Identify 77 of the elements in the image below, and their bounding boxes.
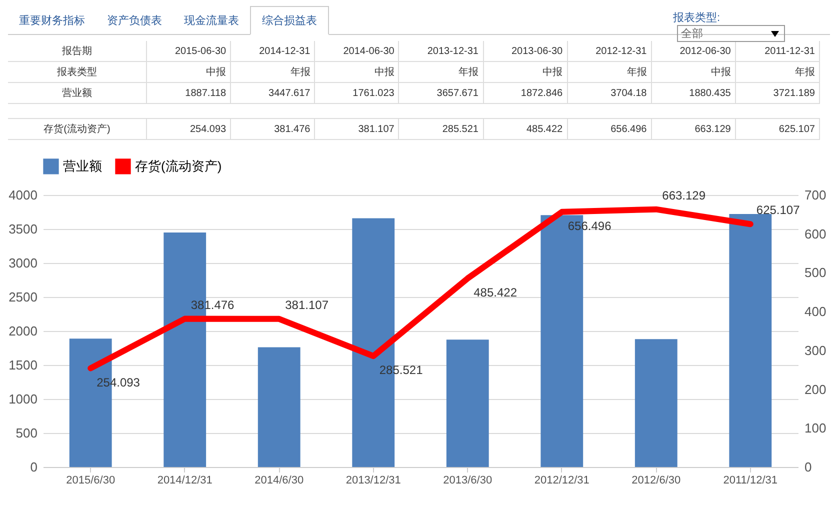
text: 中报 [651, 62, 736, 82]
y2-tick-label: 600 [804, 226, 826, 242]
y-tick-label: 3500 [8, 222, 38, 236]
text: 年报 [735, 62, 820, 82]
text: 3721.189 [735, 82, 820, 104]
x-tick-label: 2013/12/31 [346, 474, 401, 486]
data-label: 663.129 [662, 188, 706, 202]
text: 报表类型: [672, 12, 720, 24]
y2-tick-label: 100 [804, 420, 826, 436]
text: 2013-12-31 [398, 41, 483, 62]
text: 1761.023 [314, 82, 399, 104]
y2-tick-label: 500 [804, 265, 826, 280]
y2-tick-label: 300 [804, 342, 826, 358]
y-tick-label: 1000 [8, 392, 38, 406]
x-tick-label: 2014/12/31 [157, 474, 212, 486]
y2-tick-label: 700 [804, 188, 826, 202]
text: 3704.18 [567, 82, 652, 104]
text: 年报 [398, 62, 483, 82]
bar [258, 347, 300, 467]
text: 2014-06-30 [314, 41, 399, 62]
text: 1880.435 [651, 82, 736, 104]
y-tick-label: 2000 [8, 324, 38, 338]
text: 1872.846 [483, 82, 568, 104]
x-tick-label: 2013/6/30 [443, 474, 492, 486]
y2-tick-label: 200 [804, 382, 826, 397]
text: 3447.617 [230, 82, 315, 104]
text: 营业额 [62, 88, 92, 99]
bar [729, 214, 772, 467]
text: 2011-12-31 [735, 41, 820, 62]
bar [446, 340, 489, 467]
x-tick-label: 2011/12/31 [723, 474, 778, 486]
x-tick-label: 2012/12/31 [534, 474, 590, 486]
text: 2012-06-30 [651, 41, 736, 62]
x-tick-label: 2014/6/30 [254, 474, 304, 486]
y2-tick-label: 400 [804, 304, 826, 320]
text: 381.107 [314, 118, 399, 140]
data-label: 381.107 [285, 298, 329, 312]
bar [634, 339, 678, 467]
x-tick-label: 2015/6/30 [66, 474, 116, 486]
text: 254.093 [146, 118, 231, 140]
data-label: 625.107 [756, 203, 800, 218]
text: 全部 [676, 25, 785, 42]
text: 625.107 [735, 118, 820, 140]
text: 报表类型 [8, 62, 146, 82]
text: 656.496 [567, 118, 652, 140]
legend-label: 存货(流动资产) [135, 158, 222, 174]
text: 381.476 [230, 118, 315, 140]
y-tick-label: 3000 [8, 256, 38, 270]
text: 2012-12-31 [567, 41, 652, 62]
y2-tick-label: 0 [804, 460, 812, 474]
y-tick-label: 500 [16, 426, 38, 440]
text: 1887.118 [146, 82, 231, 104]
text: 中报 [314, 62, 399, 82]
text: 存货(流动资产) [44, 124, 110, 135]
text: 年报 [567, 62, 652, 82]
text: 3657.671 [398, 82, 483, 104]
text: 485.422 [483, 118, 568, 140]
text: 资产负债表 [106, 14, 163, 29]
text: 现金流量表 [183, 14, 240, 29]
text: 重要财务指标 [18, 14, 86, 29]
text: 年报 [230, 62, 315, 82]
text: 285.521 [398, 118, 483, 140]
y-tick-label: 2500 [8, 290, 38, 304]
y-tick-label: 0 [30, 460, 38, 474]
text: 663.129 [651, 118, 736, 140]
text: 2013-06-30 [483, 41, 568, 62]
data-label: 485.422 [474, 285, 518, 300]
text: 2014-12-31 [230, 41, 315, 62]
text: 中报 [483, 62, 568, 82]
legend-label: 营业额 [63, 158, 102, 174]
text: 2015-06-30 [146, 41, 231, 62]
text: 报告期 [8, 41, 146, 62]
y-tick-label: 1500 [8, 358, 38, 372]
text: 中报 [146, 62, 231, 82]
y-tick-label: 4000 [8, 188, 38, 202]
text: 综合损益表 [250, 6, 329, 35]
x-tick-label: 2012/6/30 [632, 474, 681, 486]
